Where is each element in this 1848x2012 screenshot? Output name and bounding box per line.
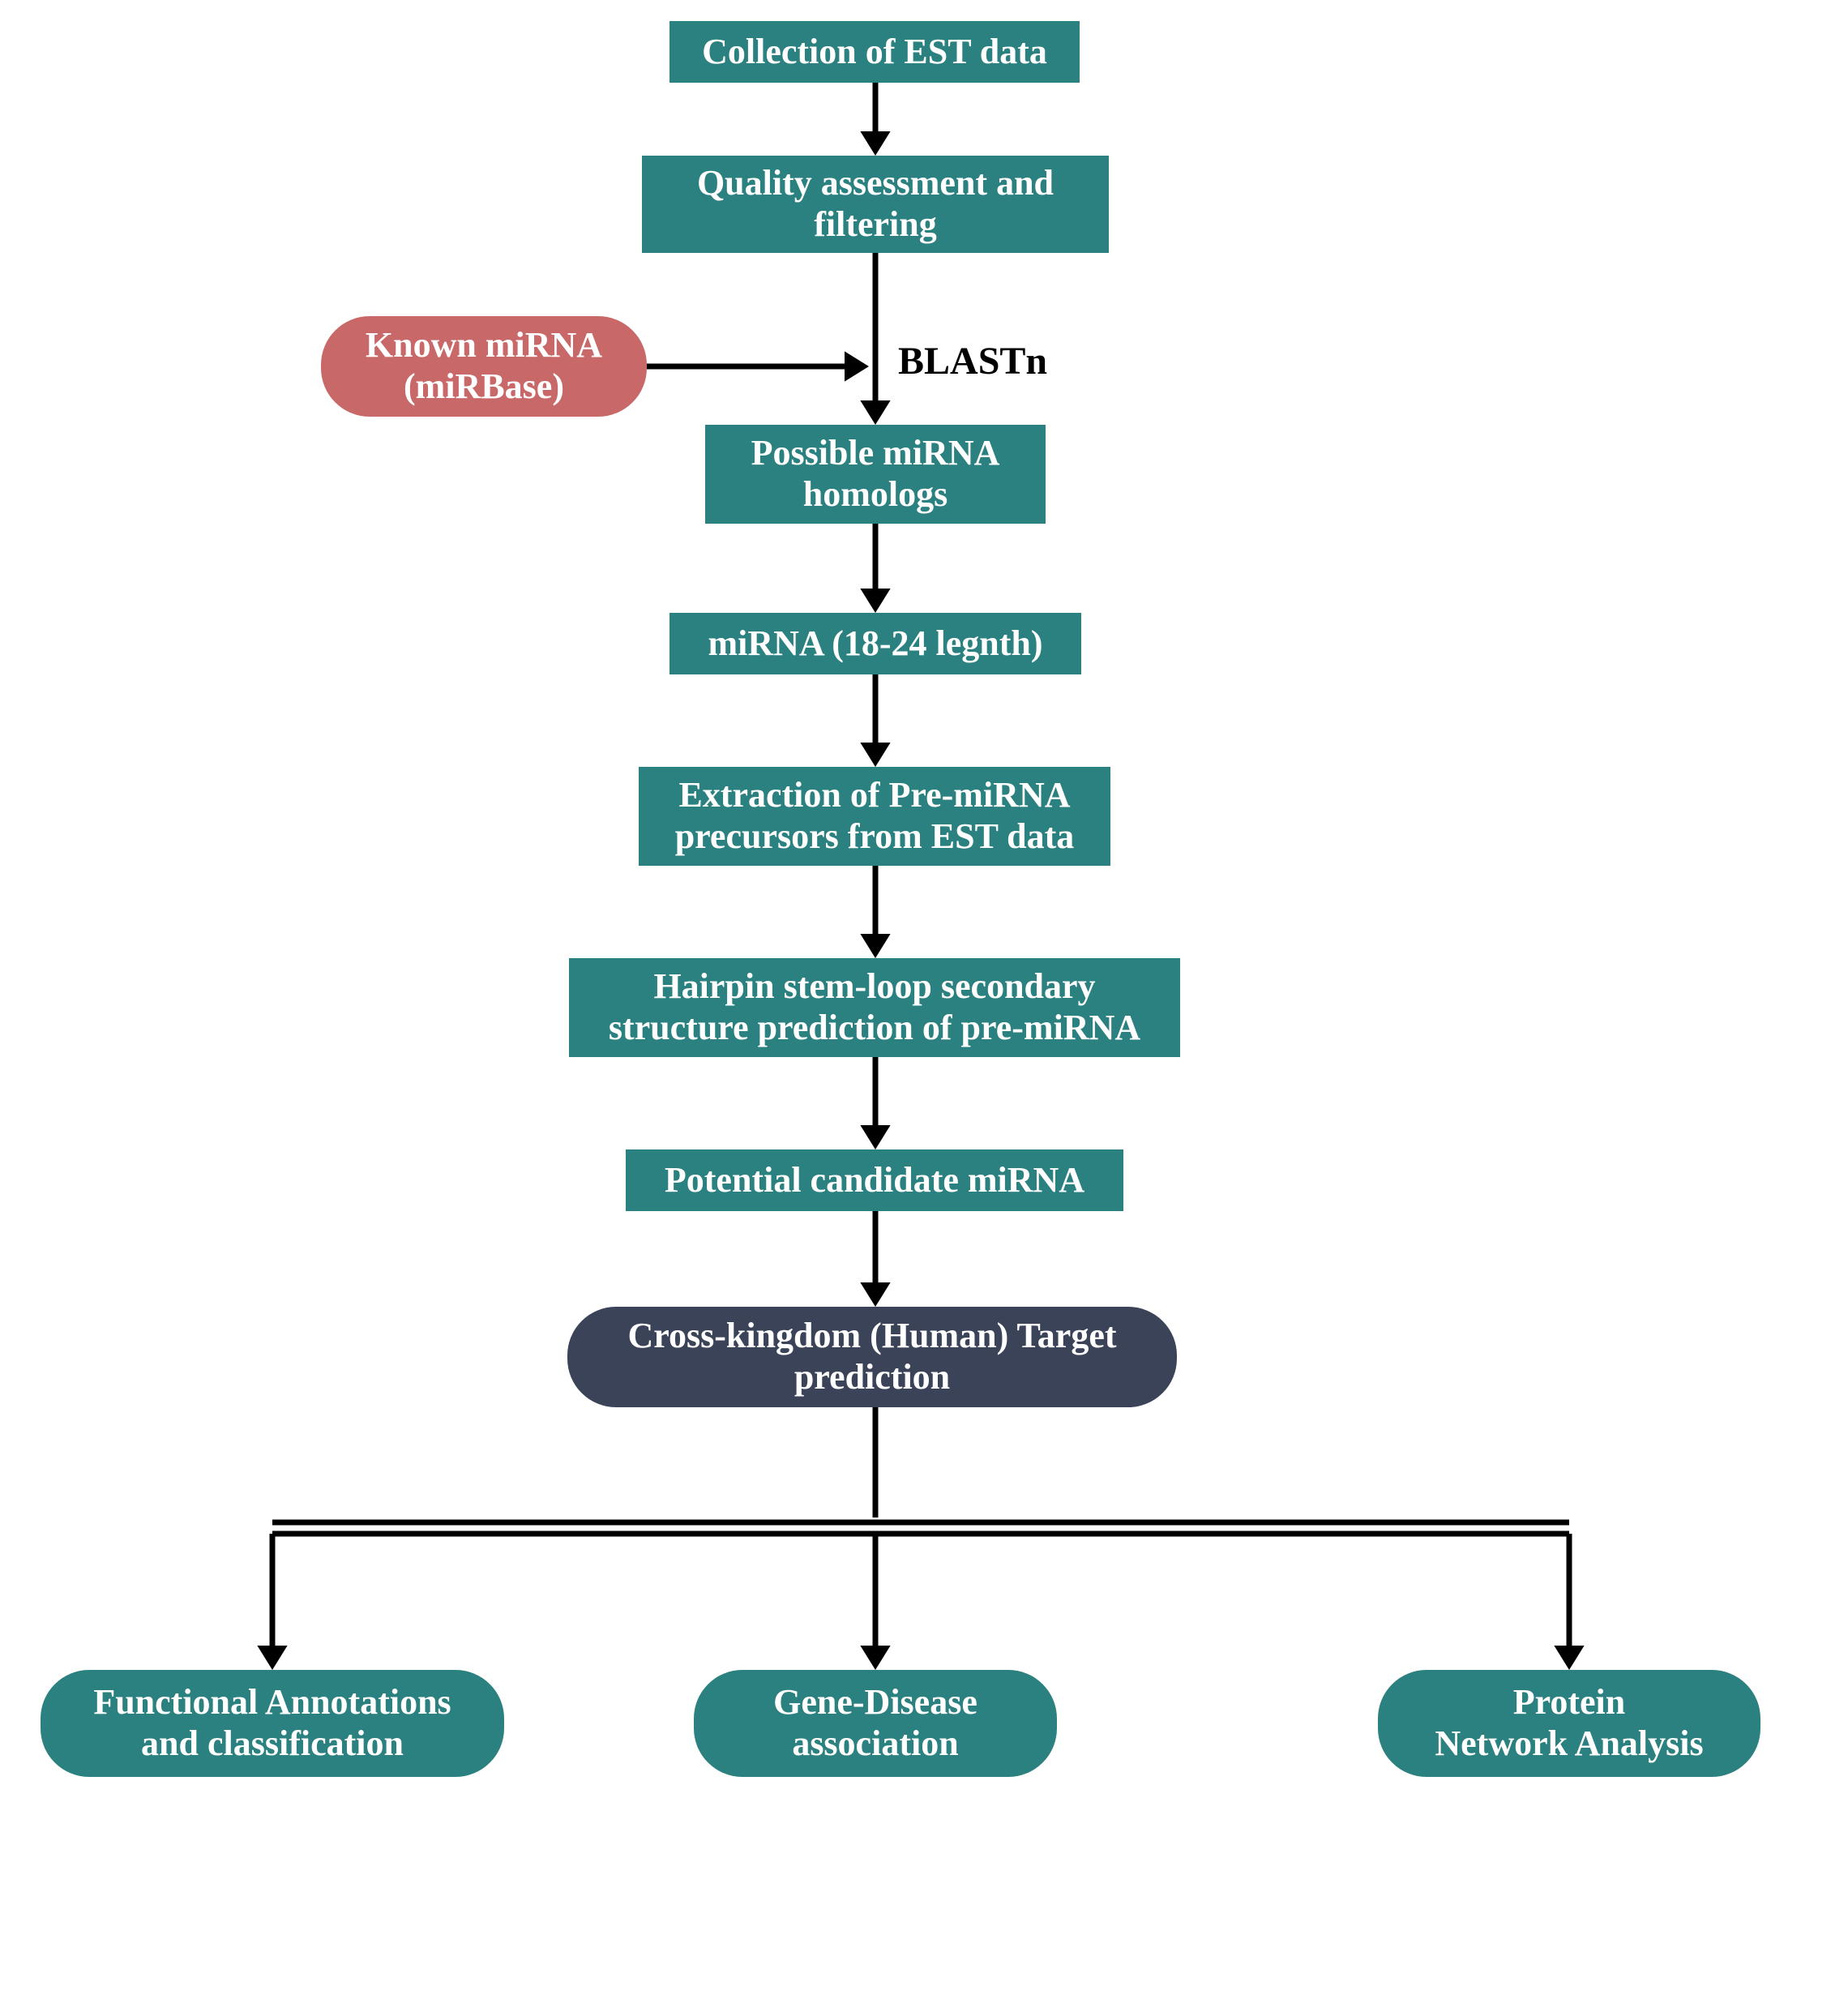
node-quality: Quality assessment andfiltering <box>642 156 1109 253</box>
node-functional: Functional Annotationsand classification <box>41 1670 504 1777</box>
node-known-mirna: Known miRNA(miRBase) <box>321 316 647 417</box>
node-hairpin: Hairpin stem-loop secondarystructure pre… <box>569 958 1180 1057</box>
node-gene-disease: Gene-Diseaseassociation <box>694 1670 1057 1777</box>
node-protein-network: ProteinNetwork Analysis <box>1378 1670 1760 1777</box>
label-blastn: BLASTn <box>898 339 1047 383</box>
node-candidate: Potential candidate miRNA <box>626 1149 1123 1211</box>
node-length-filter: miRNA (18-24 legnth) <box>669 613 1081 674</box>
node-cross-kingdom: Cross-kingdom (Human) Targetprediction <box>567 1307 1177 1407</box>
node-extract: Extraction of Pre-miRNAprecursors from E… <box>639 767 1110 866</box>
node-collect: Collection of EST data <box>669 21 1080 83</box>
node-homologs: Possible miRNAhomologs <box>705 425 1046 524</box>
